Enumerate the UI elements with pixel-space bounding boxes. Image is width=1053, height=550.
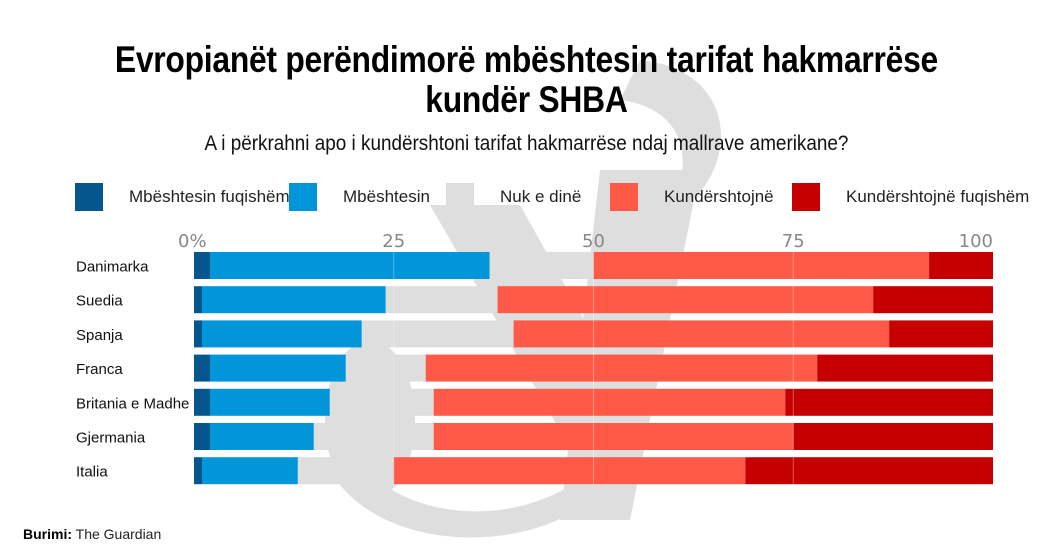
bar-segment (497, 286, 874, 314)
bar-segment (929, 252, 993, 279)
bar-segment (201, 286, 386, 314)
bar-segment (425, 354, 818, 382)
bar-segment (194, 423, 210, 450)
category-label: Gjermania (76, 430, 146, 447)
bar-segment (817, 354, 993, 382)
bar-segment (209, 423, 314, 450)
legend-item-strongly-support: Mbështesin fuqishëm (75, 182, 290, 212)
bar-segment (329, 388, 434, 416)
category-label: Franca (76, 361, 123, 378)
bar-segment (345, 354, 426, 382)
bar-segment (593, 252, 930, 279)
bar-segment (393, 457, 746, 485)
bar-segment (489, 252, 594, 279)
legend-label: Mbështesin fuqishëm (129, 187, 290, 206)
legend-label: Kundërshtojnë fuqishëm (846, 187, 1030, 206)
bar-segment (513, 320, 890, 348)
bar-segment (194, 286, 202, 314)
bar-segment (194, 252, 210, 279)
bar-segment (201, 457, 298, 485)
legend-label: Nuk e dinë (500, 187, 582, 206)
category-label: Britania e Madhe (76, 395, 189, 412)
bar-segment (793, 423, 993, 450)
x-tick-label: 0% (178, 231, 207, 252)
bar-segment (889, 320, 993, 348)
bar-segment (297, 457, 394, 485)
chart-subtitle: A i përkrahni apo i kundërshtoni tarifat… (204, 132, 849, 155)
bar-segment (209, 388, 330, 416)
source-note: Burimi: The Guardian (23, 526, 161, 542)
legend-swatch (792, 183, 820, 211)
bar-segment (194, 354, 210, 382)
chart-title-line-2: kundër SHBA (425, 79, 628, 120)
chart-title-line-1: Evropianët perëndimorë mbështesin tarifa… (114, 39, 938, 80)
bar-segment (209, 354, 346, 382)
category-label: Spanja (76, 327, 123, 344)
bar-segment (209, 252, 490, 279)
bar-segment (194, 320, 202, 348)
x-tick-label: 50 (582, 231, 605, 252)
legend-label: Kundërshtojnë (664, 187, 774, 206)
bar-segment (433, 388, 786, 416)
legend-item-strongly-oppose: Kundërshtojnë fuqishëm (792, 182, 1029, 212)
legend: Mbështesin fuqishëm Mbështesin Nuk e din… (0, 182, 1053, 212)
bar-segment (433, 423, 794, 450)
bar-segment (385, 286, 498, 314)
category-label: Suedia (76, 293, 123, 310)
bar-segment (201, 320, 362, 348)
legend-item-support: Mbështesin (289, 182, 430, 212)
legend-swatch (446, 183, 474, 211)
bar-segment (361, 320, 514, 348)
source-value: The Guardian (75, 526, 162, 542)
legend-item-oppose: Kundërshtojnë (610, 182, 774, 212)
legend-swatch (610, 183, 638, 211)
bar-segment (873, 286, 993, 314)
bar-segment (194, 388, 210, 416)
legend-swatch (289, 183, 317, 211)
legend-label: Mbështesin (343, 187, 430, 206)
chart-title: Evropianët perëndimorë mbështesin tarifa… (74, 40, 980, 120)
x-tick-label: 25 (382, 231, 405, 252)
source-label: Burimi: (23, 526, 72, 542)
bar-segment (745, 457, 993, 485)
legend-swatch (75, 183, 103, 211)
x-tick-label: 100 (959, 231, 993, 252)
category-label: Italia (76, 464, 108, 481)
category-label: Danimarka (76, 259, 149, 276)
bar-segment (785, 388, 993, 416)
x-tick-label: 75 (782, 231, 805, 252)
bar-segment (313, 423, 434, 450)
bar-segment (194, 457, 202, 485)
legend-item-dont-know: Nuk e dinë (446, 182, 581, 212)
